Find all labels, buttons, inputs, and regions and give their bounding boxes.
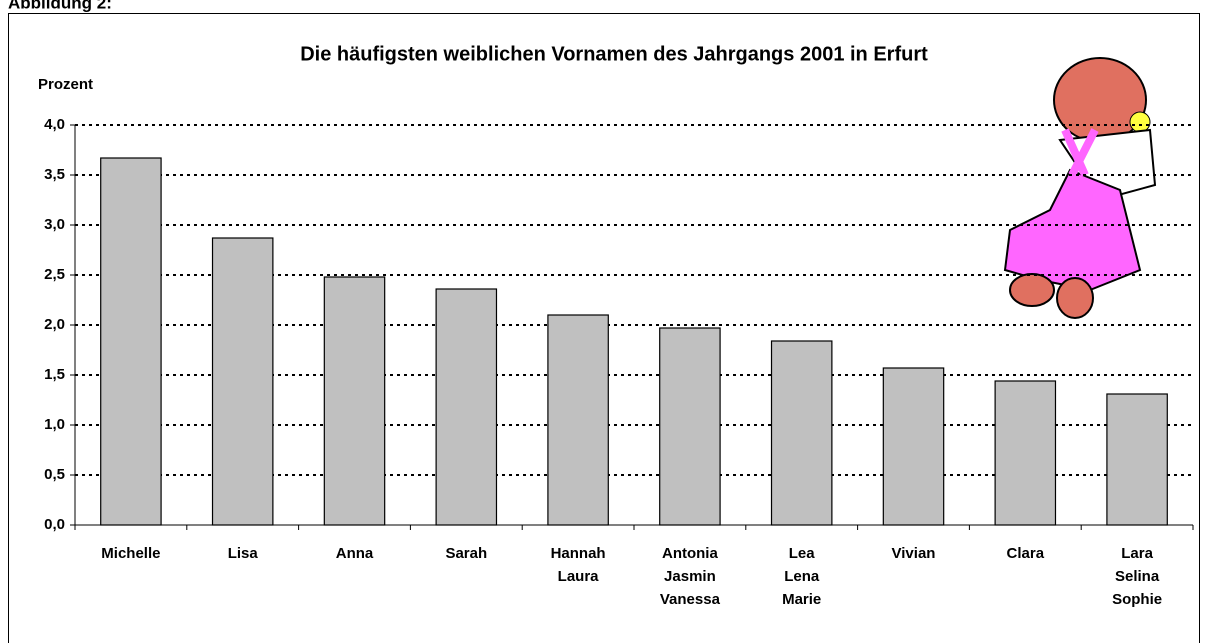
bar (660, 328, 720, 525)
bar (772, 341, 832, 525)
y-tick-label: 3,0 (44, 216, 65, 233)
bar (436, 289, 496, 525)
x-tick-label: Lena (784, 568, 820, 585)
baby-illustration (1005, 58, 1155, 318)
x-tick-label: Clara (1007, 545, 1045, 562)
x-tick-label: Lea (789, 545, 816, 562)
x-tick-label: Jasmin (664, 568, 716, 585)
y-tick-label: 2,0 (44, 316, 65, 333)
chart-title: Die häufigsten weiblichen Vornamen des J… (300, 43, 928, 65)
y-tick-label: 3,5 (44, 166, 65, 183)
x-tick-label: Selina (1115, 568, 1160, 585)
y-tick-label: 4,0 (44, 116, 65, 133)
bar (883, 368, 943, 525)
x-tick-label: Antonia (662, 545, 718, 562)
x-tick-label: Lisa (228, 545, 259, 562)
y-tick-label: 1,0 (44, 416, 65, 433)
y-tick-label: 2,5 (44, 266, 65, 283)
y-tick-label: 0,5 (44, 466, 65, 483)
heading: Abbildung 2: (8, 0, 112, 12)
chart: Abbildung 2: Die häufigsten weiblichen V… (0, 0, 1208, 643)
x-tick-label: Anna (336, 545, 374, 562)
x-tick-label: Vivian (892, 545, 936, 562)
x-tick-label: Vanessa (660, 591, 721, 608)
x-tick-label: Lara (1121, 545, 1153, 562)
bar (548, 315, 608, 525)
bar (324, 277, 384, 525)
bar (101, 158, 161, 525)
x-tick-label: Hannah (551, 545, 606, 562)
x-tick-label: Michelle (101, 545, 160, 562)
y-tick-label: 1,5 (44, 366, 65, 383)
x-tick-label: Marie (782, 591, 821, 608)
bar (213, 238, 273, 525)
y-axis-label: Prozent (38, 76, 93, 93)
y-tick-label: 0,0 (44, 516, 65, 533)
bar (995, 381, 1055, 525)
bar (1107, 394, 1167, 525)
x-tick-label: Laura (558, 568, 600, 585)
x-tick-label: Sarah (445, 545, 487, 562)
x-tick-label: Sophie (1112, 591, 1162, 608)
